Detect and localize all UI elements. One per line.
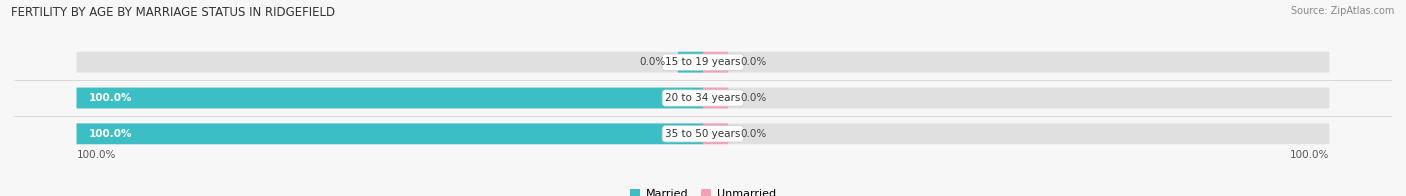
Text: 0.0%: 0.0% bbox=[741, 129, 766, 139]
FancyBboxPatch shape bbox=[703, 88, 728, 108]
Text: 100.0%: 100.0% bbox=[1289, 150, 1329, 160]
Text: 0.0%: 0.0% bbox=[640, 57, 665, 67]
FancyBboxPatch shape bbox=[703, 52, 1330, 73]
Text: 0.0%: 0.0% bbox=[741, 57, 766, 67]
FancyBboxPatch shape bbox=[76, 88, 703, 108]
FancyBboxPatch shape bbox=[76, 88, 703, 108]
Text: FERTILITY BY AGE BY MARRIAGE STATUS IN RIDGEFIELD: FERTILITY BY AGE BY MARRIAGE STATUS IN R… bbox=[11, 6, 336, 19]
FancyBboxPatch shape bbox=[76, 123, 703, 144]
Text: 100.0%: 100.0% bbox=[89, 129, 132, 139]
FancyBboxPatch shape bbox=[703, 52, 728, 73]
Text: 20 to 34 years: 20 to 34 years bbox=[665, 93, 741, 103]
FancyBboxPatch shape bbox=[76, 52, 703, 73]
Text: 15 to 19 years: 15 to 19 years bbox=[665, 57, 741, 67]
FancyBboxPatch shape bbox=[678, 52, 703, 73]
FancyBboxPatch shape bbox=[703, 88, 1330, 108]
FancyBboxPatch shape bbox=[703, 123, 728, 144]
Text: 100.0%: 100.0% bbox=[89, 93, 132, 103]
Text: 35 to 50 years: 35 to 50 years bbox=[665, 129, 741, 139]
FancyBboxPatch shape bbox=[703, 123, 1330, 144]
FancyBboxPatch shape bbox=[76, 123, 703, 144]
Text: Source: ZipAtlas.com: Source: ZipAtlas.com bbox=[1291, 6, 1395, 16]
Text: 0.0%: 0.0% bbox=[741, 93, 766, 103]
Legend: Married, Unmarried: Married, Unmarried bbox=[630, 189, 776, 196]
Text: 100.0%: 100.0% bbox=[77, 150, 117, 160]
